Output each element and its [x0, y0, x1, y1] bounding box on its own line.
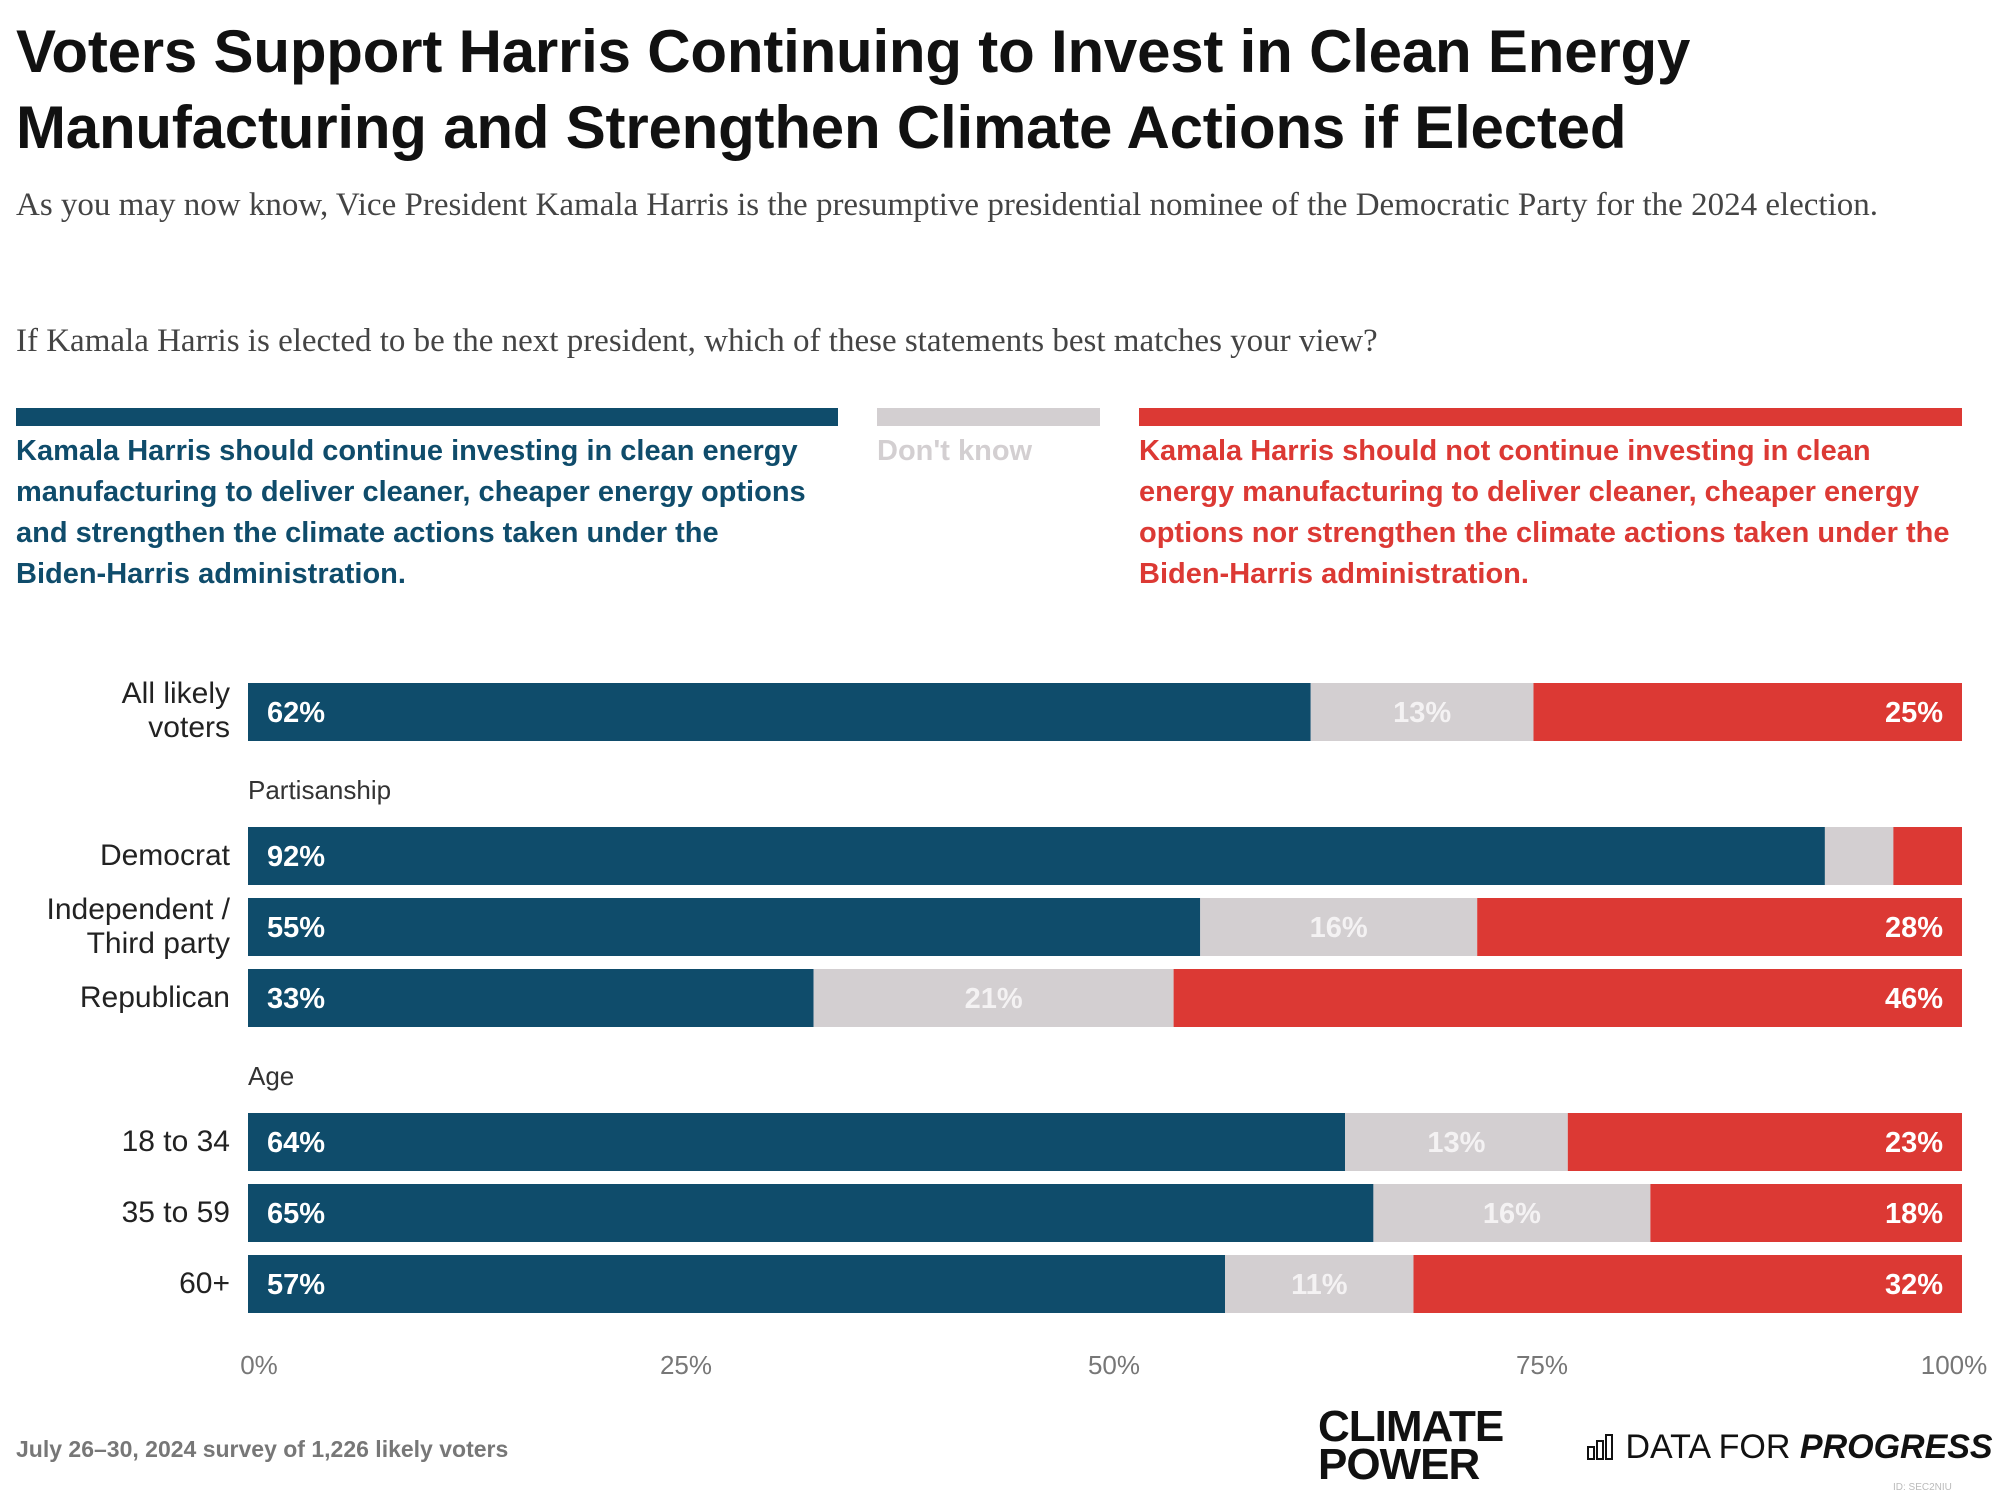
logo-emph: PROGRESS	[1799, 1428, 1993, 1466]
bar-oppose	[1173, 969, 1962, 1027]
row-label-text: Independent / Third party	[46, 893, 230, 960]
group-label-age: Age	[248, 1061, 295, 1091]
bar-support	[248, 898, 1201, 956]
row-label-text: All likely voters	[121, 677, 230, 744]
watermark-id: ID: SEC2NIU	[1893, 1482, 1952, 1493]
x-tick-75: 75%	[1515, 1350, 1569, 1380]
bar-dont-know	[1373, 1184, 1651, 1242]
data-label-support: 55%	[267, 912, 325, 944]
data-label-oppose: 18%	[1885, 1198, 1943, 1230]
climate-power-logo: CLIMATE POWER	[1318, 1402, 1504, 1489]
group-label-partisanship: Partisanship	[248, 775, 392, 805]
data-label-oppose: 28%	[1885, 912, 1943, 944]
bar-oppose	[1567, 1113, 1962, 1171]
chart-subtitle: As you may now know, Vice President Kama…	[16, 187, 1879, 223]
row-label-35-to-59: 35 to 59	[121, 1196, 230, 1229]
data-label-support: 64%	[267, 1127, 325, 1159]
legend-dont-know-swatch	[877, 408, 1100, 426]
bar-oppose	[1477, 898, 1962, 956]
data-label-support: 65%	[267, 1198, 325, 1230]
bar-dont-know	[1824, 827, 1894, 885]
bar-support	[248, 1184, 1374, 1242]
chart-title: Voters Support Harris Continuing to Inve…	[16, 18, 1691, 161]
bar-dont-know	[813, 969, 1174, 1027]
data-label-oppose: 25%	[1885, 697, 1943, 729]
row-label-60-plus: 60+	[179, 1267, 230, 1300]
bar-oppose	[1533, 683, 1962, 741]
data-label-support: 33%	[267, 983, 325, 1015]
data-label-support: 62%	[267, 697, 325, 729]
survey-question: If Kamala Harris is elected to be the ne…	[16, 323, 1378, 359]
data-label-dont-know: 16%	[1483, 1198, 1541, 1230]
row-label-republican: Republican	[79, 981, 230, 1014]
climate-power-logo-line2: POWER	[1318, 1440, 1480, 1489]
x-tick-50: 50%	[1087, 1350, 1141, 1380]
x-tick-100: 100%	[1920, 1350, 1988, 1380]
row-label-all-likely-voters: All likely voters	[80, 677, 230, 745]
legend-dont-know-label: Don't know	[877, 435, 1033, 467]
data-label-dont-know: 13%	[1427, 1127, 1485, 1159]
data-label-dont-know: 16%	[1310, 912, 1368, 944]
bar-oppose	[1650, 1184, 1962, 1242]
legend-support-swatch	[16, 408, 838, 426]
legend-support-label: Kamala Harris should continue investing …	[16, 435, 806, 590]
row-label-democrat: Democrat	[99, 839, 230, 872]
legend-oppose-swatch	[1139, 408, 1962, 426]
bar-dont-know	[1200, 898, 1478, 956]
bar-dont-know	[1345, 1113, 1568, 1171]
bar-support	[248, 969, 814, 1027]
bar-support	[248, 1255, 1225, 1313]
bar-chart-icon	[1587, 1434, 1613, 1460]
row-label-18-to-34: 18 to 34	[121, 1125, 230, 1158]
bar-oppose	[1893, 827, 1962, 885]
bar-dont-know	[1225, 1255, 1414, 1313]
data-label-oppose: 46%	[1885, 983, 1943, 1015]
bar-support	[248, 683, 1311, 741]
data-label-dont-know: 21%	[965, 983, 1023, 1015]
data-label-support: 92%	[267, 841, 325, 873]
bar-dont-know	[1310, 683, 1534, 741]
x-tick-0: 0%	[240, 1350, 278, 1380]
data-label-support: 57%	[267, 1269, 325, 1301]
survey-note: July 26–30, 2024 survey of 1,226 likely …	[16, 1436, 509, 1462]
climate-power-logo-line1: CLIMATE	[1318, 1402, 1504, 1451]
logo-prefix: DATA FOR	[1625, 1428, 1791, 1466]
data-label-dont-know: 11%	[1291, 1269, 1348, 1301]
data-for-progress-logo: DATA FOR PROGRESS	[1586, 1428, 1993, 1467]
legend-oppose-label: Kamala Harris should not continue invest…	[1139, 435, 1950, 590]
x-tick-25: 25%	[659, 1350, 713, 1380]
bar-support	[248, 1113, 1345, 1171]
bar-support	[248, 827, 1825, 885]
bar-oppose	[1413, 1255, 1962, 1313]
data-label-oppose: 23%	[1885, 1127, 1943, 1159]
data-label-oppose: 32%	[1885, 1269, 1943, 1301]
data-label-dont-know: 13%	[1393, 697, 1451, 729]
row-label-independent: Independent / Third party	[5, 893, 230, 961]
